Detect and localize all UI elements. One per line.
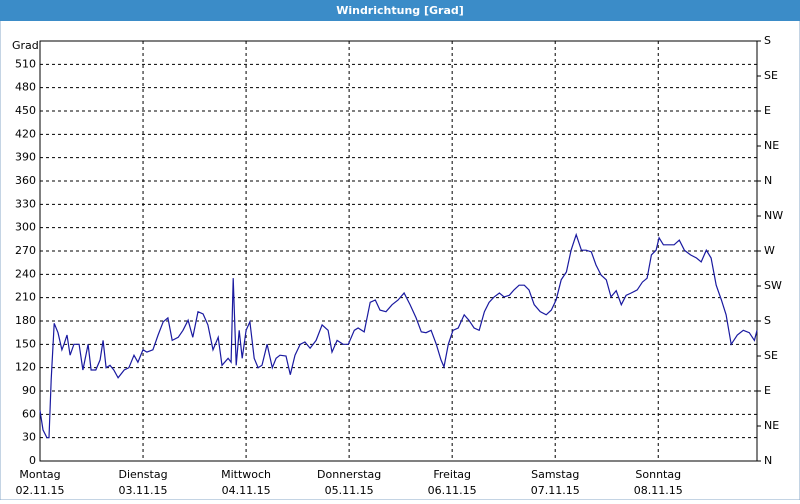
- x-tick-date: 04.11.15: [222, 484, 271, 497]
- y2-tick-label: S: [764, 34, 771, 47]
- y-tick-label: 30: [22, 431, 36, 444]
- y2-tick-label: W: [764, 244, 775, 257]
- y2-tick-label: SE: [764, 69, 778, 82]
- y2-tick-label: SW: [764, 279, 782, 292]
- y-tick-label: 120: [15, 361, 36, 374]
- y-tick-label: 420: [15, 127, 36, 140]
- x-tick-label: Donnerstag: [317, 468, 381, 481]
- y-tick-label: 450: [15, 104, 36, 117]
- y-tick-label: 270: [15, 244, 36, 257]
- y2-tick-label: E: [764, 384, 771, 397]
- x-tick-date: 06.11.15: [428, 484, 477, 497]
- data-line: [39, 232, 758, 439]
- x-tick-label: Mittwoch: [221, 468, 271, 481]
- x-tick-label: Samstag: [531, 468, 579, 481]
- y-tick-label: 480: [15, 81, 36, 94]
- y-tick-label: 0: [29, 454, 36, 467]
- y-tick-label: 240: [15, 267, 36, 280]
- y-tick-label: 90: [22, 384, 36, 397]
- x-tick-label: Dienstag: [119, 468, 168, 481]
- y-tick-label: 180: [15, 314, 36, 327]
- y-axis-label: Grad: [12, 39, 39, 52]
- x-tick-date: 07.11.15: [531, 484, 580, 497]
- x-tick-date: 05.11.15: [325, 484, 374, 497]
- y-tick-label: 60: [22, 407, 36, 420]
- y-tick-label: 360: [15, 174, 36, 187]
- y2-tick-label: NE: [764, 419, 779, 432]
- y-tick-label: 330: [15, 197, 36, 210]
- y-tick-label: 390: [15, 151, 36, 164]
- y-tick-label: 150: [15, 337, 36, 350]
- x-tick-label: Montag: [19, 468, 60, 481]
- y-tick-label: 300: [15, 221, 36, 234]
- y2-tick-label: S: [764, 314, 771, 327]
- y2-tick-label: N: [764, 174, 772, 187]
- chart-title: Windrichtung [Grad]: [336, 4, 464, 17]
- x-tick-date: 08.11.15: [634, 484, 683, 497]
- y2-tick-label: N: [764, 454, 772, 467]
- y2-tick-label: SE: [764, 349, 778, 362]
- y2-tick-label: NE: [764, 139, 779, 152]
- x-tick-label: Sonntag: [635, 468, 681, 481]
- y-tick-label: 510: [15, 57, 36, 70]
- y2-tick-label: NW: [764, 209, 783, 222]
- title-bar: [0, 0, 800, 21]
- x-tick-label: Freitag: [433, 468, 471, 481]
- x-tick-date: 03.11.15: [119, 484, 168, 497]
- y2-tick-label: E: [764, 104, 771, 117]
- x-tick-date: 02.11.15: [16, 484, 65, 497]
- y-tick-label: 210: [15, 291, 36, 304]
